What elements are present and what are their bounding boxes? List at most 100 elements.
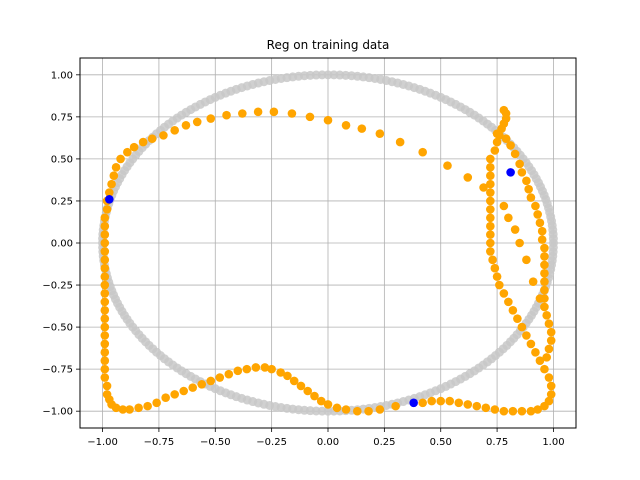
regression-point [508,406,518,416]
regression-point [323,115,333,125]
series-regression [100,105,556,416]
regression-point [111,163,121,172]
regression-point [305,112,315,122]
regression-point [109,171,119,181]
regression-point [147,134,157,144]
regression-point [100,348,110,357]
regression-point [540,268,549,278]
regression-point [517,322,527,332]
regression-point [296,381,306,391]
regression-point [486,230,495,239]
x-tick-label: 0.25 [373,437,395,448]
regression-point [492,272,502,281]
regression-point [418,398,427,408]
regression-point [526,193,536,202]
chart-title: Reg on training data [267,38,390,52]
regression-point [129,142,139,152]
regression-point [436,396,446,406]
regression-point [100,238,110,248]
regression-point [123,147,132,157]
regression-point [486,196,495,206]
x-tick-label: 0.50 [430,437,452,448]
regression-point [100,289,110,298]
regression-point [276,368,285,377]
regression-point [490,263,500,273]
y-tick-label: 0.00 [51,239,73,250]
regression-point [116,154,125,164]
x-axis: −1.00 −0.75 −0.50 −0.25 0.00 0.25 0.50 0.75 1.00 [87,428,565,448]
regression-point [152,398,161,408]
series-training-points [105,168,515,408]
regression-point [504,213,513,223]
regression-point [357,124,367,133]
regression-point [537,226,547,236]
regression-point [533,405,542,414]
regression-point [542,353,551,362]
y-tick-label: 1.00 [51,70,73,81]
regression-point [269,107,279,117]
regression-point [546,390,556,399]
regression-point [310,391,319,401]
x-tick-label: 0.75 [486,437,508,448]
regression-point [540,302,549,312]
regression-point [495,280,504,290]
regression-point [522,176,531,186]
regression-point [170,126,179,135]
regression-point [540,252,549,261]
regression-point [100,213,110,223]
regression-point [100,305,110,315]
regression-point [510,149,520,159]
training-point [506,168,515,177]
regression-point [192,117,202,127]
regression-point [490,146,500,155]
regression-point [215,373,225,382]
regression-point [486,247,495,256]
regression-point [540,260,549,270]
regression-point [242,364,252,374]
regression-point [100,247,110,256]
regression-point [100,272,110,281]
regression-point [364,406,373,416]
regression-point [486,179,495,189]
regression-point [540,277,549,286]
regression-point [159,131,168,140]
regression-point [100,280,110,290]
regression-point [486,205,495,214]
regression-point [341,120,351,130]
regression-point [143,401,152,411]
regression-point [445,396,455,406]
regression-point [499,289,509,298]
regression-point [517,168,527,177]
training-point [105,194,114,204]
regression-point [170,390,179,399]
regression-point [504,297,513,307]
regression-point [479,183,488,192]
regression-point [542,311,551,320]
regression-point [522,255,531,265]
regression-point [499,406,509,416]
regression-point [546,327,556,337]
regression-point [499,201,509,211]
regression-point [233,366,243,376]
regression-point [316,396,326,406]
regression-point [332,403,342,413]
regression-point [100,221,110,231]
regression-point [253,107,263,117]
regression-point [197,379,207,389]
regression-point [181,120,191,130]
regression-point [100,364,110,374]
y-tick-label: −0.25 [42,281,73,292]
regression-point [492,137,502,147]
regression-point [287,109,297,118]
y-tick-label: 0.25 [51,196,73,207]
regression-point [540,364,549,374]
regression-point [391,401,400,411]
regression-point [102,381,112,391]
y-tick-label: −0.75 [42,365,73,376]
regression-point [100,322,110,332]
circle-point [548,242,558,252]
regression-point [546,336,556,345]
regression-point [100,297,110,307]
regression-point [118,405,128,414]
x-tick-label: −0.50 [200,437,231,448]
